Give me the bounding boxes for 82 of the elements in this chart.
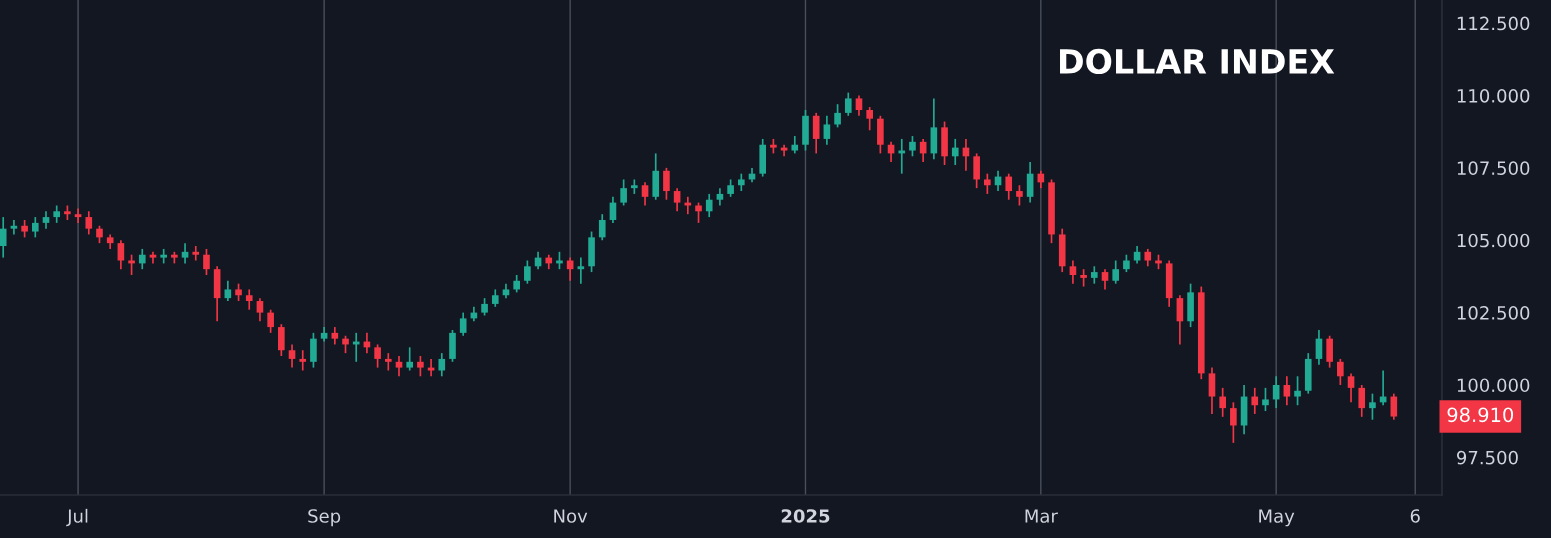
candlestick <box>823 114 831 146</box>
candlestick <box>663 167 670 201</box>
candlestick <box>1069 259 1077 285</box>
text: 98.910 <box>1447 407 1514 423</box>
candlestick <box>459 311 467 337</box>
x-tick-label: Mar <box>1025 509 1058 523</box>
candlestick <box>203 248 210 276</box>
candlestick <box>951 138 959 166</box>
candlestick <box>31 216 39 239</box>
candlestick <box>524 259 531 285</box>
candlestick <box>673 187 681 213</box>
candlestick <box>620 178 627 207</box>
candlestick <box>1369 392 1376 421</box>
candlestick <box>695 201 702 224</box>
candlestick <box>705 193 713 218</box>
candlestick <box>374 343 381 369</box>
candlestick <box>181 242 189 265</box>
candlestick <box>1101 268 1109 291</box>
candlestick <box>1016 184 1023 207</box>
candlestick <box>310 332 317 369</box>
candlestick <box>984 172 991 195</box>
candlestick <box>1176 294 1184 346</box>
candlestick <box>256 297 264 323</box>
candlestick <box>395 355 403 378</box>
candlestick <box>577 256 585 285</box>
candlestick <box>1112 259 1120 285</box>
candlestick <box>1390 392 1398 421</box>
candlestick <box>417 355 424 378</box>
candlestick <box>278 323 285 357</box>
y-tick-label: 107.500 <box>1457 161 1530 175</box>
candlestick <box>909 135 916 158</box>
candlestick <box>0 216 7 259</box>
x-tick-label: May <box>1259 509 1295 527</box>
y-tick-label: 112.500 <box>1457 16 1530 31</box>
text: DOLLAR INDEX <box>1060 48 1335 75</box>
candlestick <box>299 349 307 372</box>
candlestick <box>74 207 82 224</box>
candlestick <box>1337 358 1344 386</box>
candlestick <box>684 195 692 216</box>
candlestick <box>1026 161 1034 204</box>
candlestick <box>384 352 392 372</box>
candlestick <box>406 346 414 372</box>
candlestick <box>224 279 232 302</box>
x-tick-label: 6 <box>1410 509 1420 523</box>
candlestick <box>245 288 253 311</box>
candlestick <box>834 103 841 129</box>
candlestick <box>1262 387 1269 412</box>
candlestick <box>855 94 863 117</box>
candlestick <box>1005 172 1013 201</box>
x-tick-label: 2025 <box>781 509 830 523</box>
candlestick <box>973 152 980 189</box>
candlestick <box>812 112 820 155</box>
candlestick <box>1208 366 1216 415</box>
candlestick <box>267 308 274 334</box>
y-tick-label: 105.000 <box>1457 233 1530 248</box>
y-tick-label: 102.500 <box>1457 306 1530 320</box>
y-tick-label: 110.000 <box>1457 88 1530 103</box>
candlestick <box>117 239 125 271</box>
candlestick <box>866 106 873 132</box>
candlestick <box>598 213 606 242</box>
candlestick <box>1358 384 1366 418</box>
candlestick <box>192 245 200 262</box>
candlestick <box>10 219 18 236</box>
candlestick <box>438 352 446 378</box>
candlestick <box>844 91 852 117</box>
x-tick-label: Nov <box>554 509 588 523</box>
candlestick <box>1294 375 1301 407</box>
x-tick-label: Sep <box>308 509 341 527</box>
y-tick-label: 97.500 <box>1456 450 1518 465</box>
candlestick <box>1315 329 1323 366</box>
candlestick <box>85 210 93 236</box>
candlestick <box>138 248 146 271</box>
candlestick <box>641 181 649 207</box>
candlestick <box>1283 375 1291 407</box>
candlestick <box>1326 334 1333 369</box>
x-tick-label: Jul <box>66 508 88 527</box>
candlestick <box>288 343 296 369</box>
candlestick <box>1251 387 1259 415</box>
candlestick <box>1219 387 1226 418</box>
candlestick <box>1347 372 1355 404</box>
candlestick <box>1230 401 1237 444</box>
y-tick-label: 100.000 <box>1457 378 1530 393</box>
